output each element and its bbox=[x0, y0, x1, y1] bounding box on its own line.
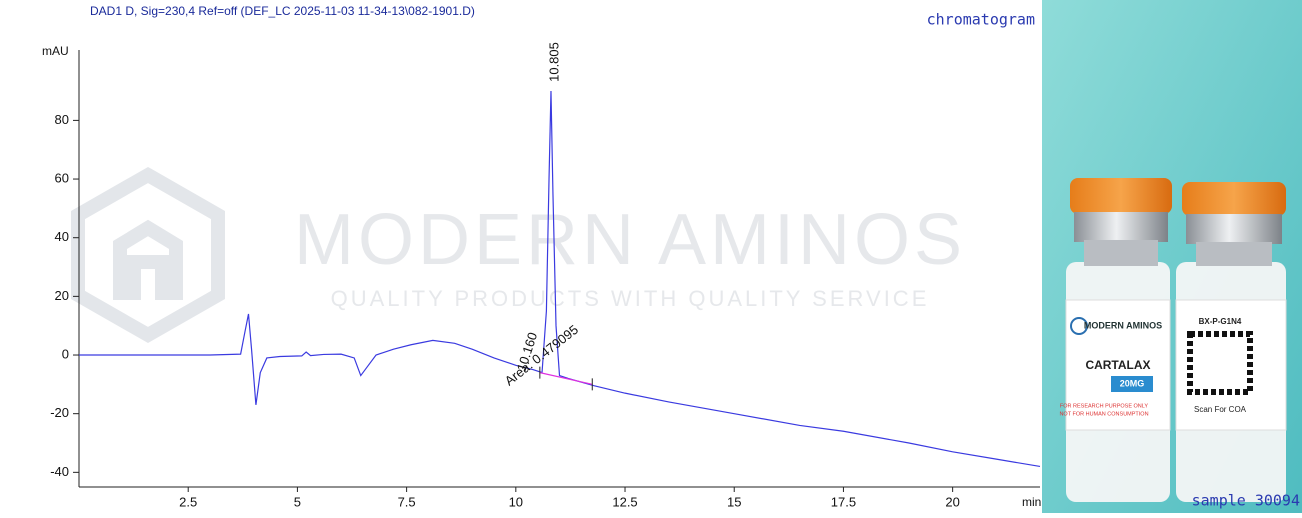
y-tick-label: -20 bbox=[50, 405, 69, 420]
photo-brand: MODERN AMINOS bbox=[1084, 320, 1162, 330]
baseline-line bbox=[539, 372, 593, 385]
y-tick-label: 0 bbox=[62, 346, 69, 361]
y-tick-label: -40 bbox=[50, 464, 69, 479]
peak-annotation: 10.805 bbox=[546, 42, 561, 82]
x-tick-label: 12.5 bbox=[612, 494, 637, 509]
x-tick-label: 17.5 bbox=[831, 494, 856, 509]
x-tick-label: 2.5 bbox=[179, 494, 197, 509]
watermark-title: MODERN AMINOS bbox=[294, 200, 966, 280]
photo-product: CARTALAX bbox=[1085, 358, 1150, 372]
y-axis-label: mAU bbox=[42, 44, 69, 58]
overlay-label: sample 30094 bbox=[1192, 492, 1300, 510]
x-tick-label: 5 bbox=[294, 494, 301, 509]
x-axis-label: min bbox=[1022, 495, 1041, 509]
photo-warning: NOT FOR HUMAN CONSUMPTION bbox=[1059, 411, 1148, 417]
x-tick-label: 15 bbox=[727, 494, 741, 509]
y-tick-label: 40 bbox=[55, 229, 69, 244]
y-tick-label: 80 bbox=[55, 112, 69, 127]
photo-scan: Scan For COA bbox=[1194, 405, 1247, 414]
y-tick-label: 60 bbox=[55, 170, 69, 185]
x-tick-label: 7.5 bbox=[398, 494, 416, 509]
watermark-subtitle: QUALITY PRODUCTS WITH QUALITY SERVICE bbox=[331, 286, 930, 311]
watermark-logo bbox=[71, 166, 225, 344]
overlay-label: chromatogram bbox=[927, 11, 1035, 29]
trace-line bbox=[79, 91, 1041, 468]
chart-title: DAD1 D, Sig=230,4 Ref=off (DEF_LC 2025-1… bbox=[90, 4, 475, 18]
photo-dose: 20MG bbox=[1120, 378, 1145, 388]
x-tick-label: 10 bbox=[509, 494, 523, 509]
x-tick-label: 20 bbox=[945, 494, 959, 509]
photo-warning: FOR RESEARCH PURPOSE ONLY bbox=[1060, 403, 1149, 409]
product-photo bbox=[1042, 0, 1302, 513]
photo-batch: BX-P-G1N4 bbox=[1199, 317, 1242, 326]
y-tick-label: 20 bbox=[55, 288, 69, 303]
